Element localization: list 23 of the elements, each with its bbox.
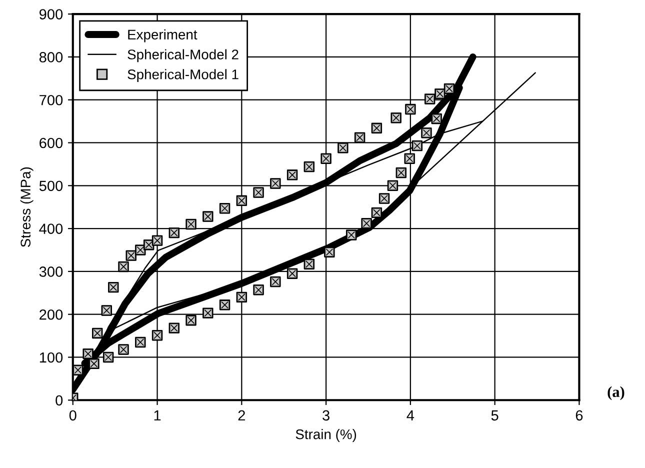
text: (a) [608,386,624,400]
x-tick-label: 1 [154,410,161,420]
y-axis-title: Stress (MPa) [20,167,34,247]
y-tick-label: 100 [40,352,63,363]
y-tick-label: 800 [39,52,63,62]
y-tick-label: 400 [39,224,63,234]
x-axis-title: Strain (%) [296,429,356,442]
y-tick-label: 300 [39,266,63,277]
y-tick-label: 200 [40,309,63,320]
legend-label: Spherical-Model 1 [128,69,238,82]
legend-label: Experiment [128,29,198,42]
legend-label: Spherical-Model 2 [128,49,238,62]
x-tick-label: 6 [576,410,583,421]
x-tick-label: 2 [238,410,245,420]
y-tick-label: 900 [40,9,63,20]
y-tick-label: 700 [40,94,63,106]
x-tick-label: 5 [491,410,498,421]
y-tick-label: 600 [40,138,63,148]
x-tick-label: 0 [69,410,76,421]
x-tick-label: 4 [406,410,414,420]
y-tick-label: 0 [56,395,63,406]
y-tick-label: 500 [39,180,63,192]
x-tick-label: 3 [322,410,330,421]
